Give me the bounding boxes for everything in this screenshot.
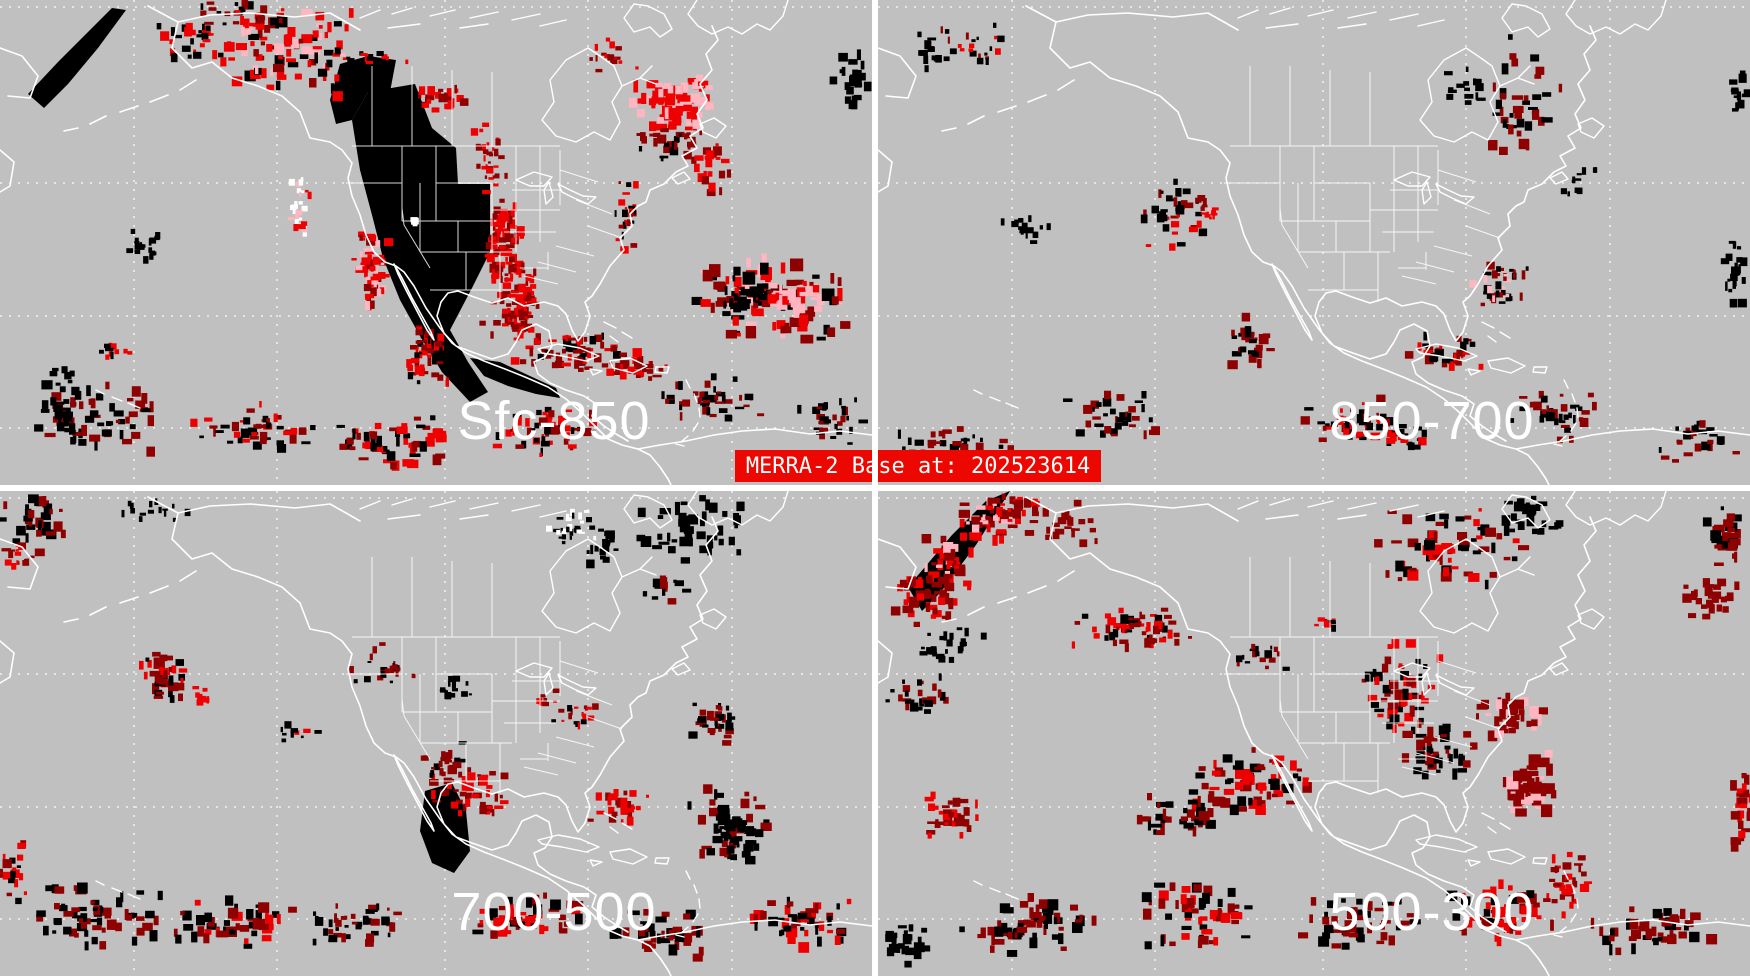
map-canvas-500-300 <box>878 491 1750 976</box>
cloud-blobs-layer <box>886 22 1750 472</box>
map-canvas-sfc-850 <box>0 0 872 485</box>
layer-label-sfc-850: Sfc-850 <box>457 391 651 451</box>
layer-label-500-300: 500-300 <box>1329 882 1535 942</box>
panel-divider <box>872 446 878 488</box>
cloud-blobs-layer <box>885 491 1750 968</box>
cloud-blobs-layer <box>28 0 872 471</box>
map-canvas-700-500 <box>0 491 872 976</box>
base-time-banner-text: MERRA-2 Base at: 202523614 <box>745 453 1091 479</box>
panel-700-500: 700-500 <box>0 491 872 976</box>
panel-500-300: 500-300 <box>878 491 1750 976</box>
panel-850-700: 850-700 <box>878 0 1750 485</box>
base-time-banner: MERRA-2 Base at: 202523614 <box>735 450 1101 482</box>
panel-sfc-850: Sfc-850 <box>0 0 872 485</box>
layer-label-850-700: 850-700 <box>1329 391 1535 451</box>
map-canvas-850-700 <box>878 0 1750 485</box>
layer-label-700-500: 700-500 <box>451 882 657 942</box>
